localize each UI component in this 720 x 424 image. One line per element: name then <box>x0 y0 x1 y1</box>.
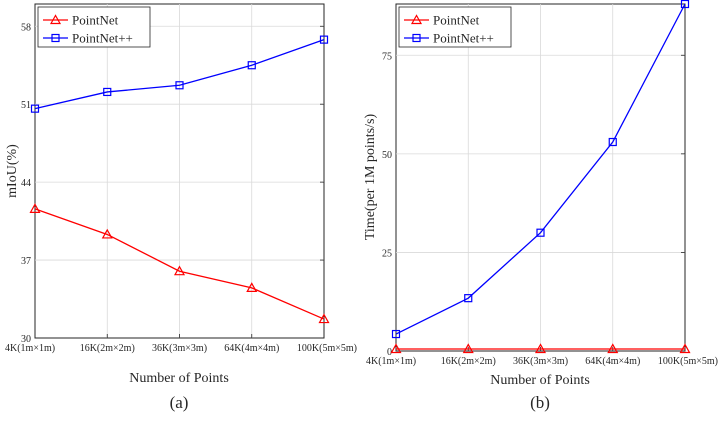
chart-b-x-tick-label-4: 100K(5m×5m) <box>658 356 718 367</box>
chart-a-point-0-2 <box>173 265 186 276</box>
chart-b-legend-label-0: PointNet <box>433 13 480 28</box>
chart-a-y-tick-label-2: 44 <box>21 178 31 189</box>
chart-b-legend-marker-1 <box>412 33 421 43</box>
chart-b-point-1-0 <box>391 329 401 339</box>
chart-b-x-tick-label-0: 4K(1m×1m) <box>366 356 416 367</box>
chart-b-series <box>390 0 691 354</box>
chart-a-y-ticks: 30 37 44 51 58 <box>21 22 324 345</box>
chart-a-y-tick-label-4: 58 <box>21 22 31 33</box>
chart-b-legend-box <box>398 6 512 48</box>
chart-a-point-0-0 <box>29 203 41 213</box>
chart-b-series-line-1 <box>395 3 686 335</box>
chart-b-y-tick-label-1: 25 <box>382 248 392 259</box>
chart-b-x-tick-label-3: 64K(4m×4m) <box>585 356 640 367</box>
chart-a-point-0-3 <box>246 282 258 292</box>
chart-a-legend-marker-1 <box>51 33 60 43</box>
chart-b-y-tick-label-3: 75 <box>382 51 392 62</box>
chart-a-x-ticks: 4K(1m×1m) 16K(2m×2m) 36K(3m×3m) 64K(4m×4m) 1… <box>5 334 357 354</box>
chart-b-point-0-0 <box>390 343 402 354</box>
chart-b-panel-label: (b) <box>530 393 550 412</box>
chart-a-y-tick-label-0: 30 <box>21 334 31 345</box>
chart-b-legend-label-1: PointNet++ <box>433 31 494 46</box>
chart-b-x-tick-label-2: 36K(3m×3m) <box>513 356 568 367</box>
chart-a-point-1-2 <box>175 81 184 90</box>
chart-a-x-tick-label-1: 16K(2m×2m) <box>80 343 135 354</box>
chart-a-x-tick-label-0: 4K(1m×1m) <box>5 343 55 354</box>
chart-b: 0 25 50 75 4K(1m×1m) 16K(2m×2m) 36K(3m×3m) 64K… <box>363 0 718 412</box>
chart-b-y-tick-label-2: 50 <box>382 150 392 161</box>
chart-a-point-1-3 <box>247 61 256 70</box>
chart-a-y-tick-label-3: 51 <box>21 100 31 111</box>
chart-a-legend-marker-0 <box>49 14 62 25</box>
chart-a-y-tick-label-1: 37 <box>21 256 31 267</box>
chart-b-x-axis-label: Number of Points <box>490 373 590 388</box>
chart-a-x-tick-label-4: 100K(5m×5m) <box>297 343 357 354</box>
chart-a-legend: PointNet PointNet++ <box>37 6 151 48</box>
chart-a-point-0-4 <box>318 313 330 324</box>
chart-b-grid <box>396 4 685 351</box>
chart-b-point-1-1 <box>464 294 473 303</box>
chart-b-point-1-3 <box>608 137 617 147</box>
chart-a-series-line-1 <box>34 39 325 110</box>
chart-b-point-0-1 <box>462 343 474 354</box>
chart-a-legend-label-0: PointNet <box>72 13 119 28</box>
chart-a-point-1-0 <box>30 104 40 113</box>
chart-a-point-1-4 <box>319 35 329 44</box>
chart-a-panel-label: (a) <box>170 393 189 412</box>
chart-a-grid <box>35 4 324 338</box>
chart-a-x-tick-label-3: 64K(4m×4m) <box>224 343 279 354</box>
chart-a-x-tick-label-2: 36K(3m×3m) <box>152 343 207 354</box>
chart-a-series-line-0 <box>34 208 325 320</box>
chart-a-x-axis-label: Number of Points <box>129 371 229 386</box>
chart-a-point-0-1 <box>101 228 113 239</box>
chart-b-point-0-4 <box>679 343 691 354</box>
chart-a-point-1-1 <box>103 87 112 97</box>
chart-a-legend-box <box>37 6 151 48</box>
chart-b-y-axis-label: Time(per 1M points/s) <box>363 114 378 241</box>
chart-b-point-0-2 <box>534 343 547 354</box>
chart-b-point-1-4 <box>680 0 690 9</box>
chart-a: 30 37 44 51 58 4K(1m×1m) 16K(2m×2m) 36K(3m×3m)… <box>5 3 357 412</box>
chart-a-series <box>29 35 330 324</box>
chart-a-legend-label-1: PointNet++ <box>72 31 133 46</box>
chart-a-y-axis-label: mIoU(%) <box>5 144 20 198</box>
chart-b-y-tick-label-0: 0 <box>387 347 392 358</box>
chart-b-legend-marker-0 <box>410 14 423 25</box>
chart-b-x-tick-label-1: 16K(2m×2m) <box>441 356 496 367</box>
chart-b-point-1-2 <box>536 228 545 237</box>
chart-b-legend: PointNet PointNet++ <box>398 6 512 48</box>
chart-b-point-0-3 <box>607 343 619 354</box>
